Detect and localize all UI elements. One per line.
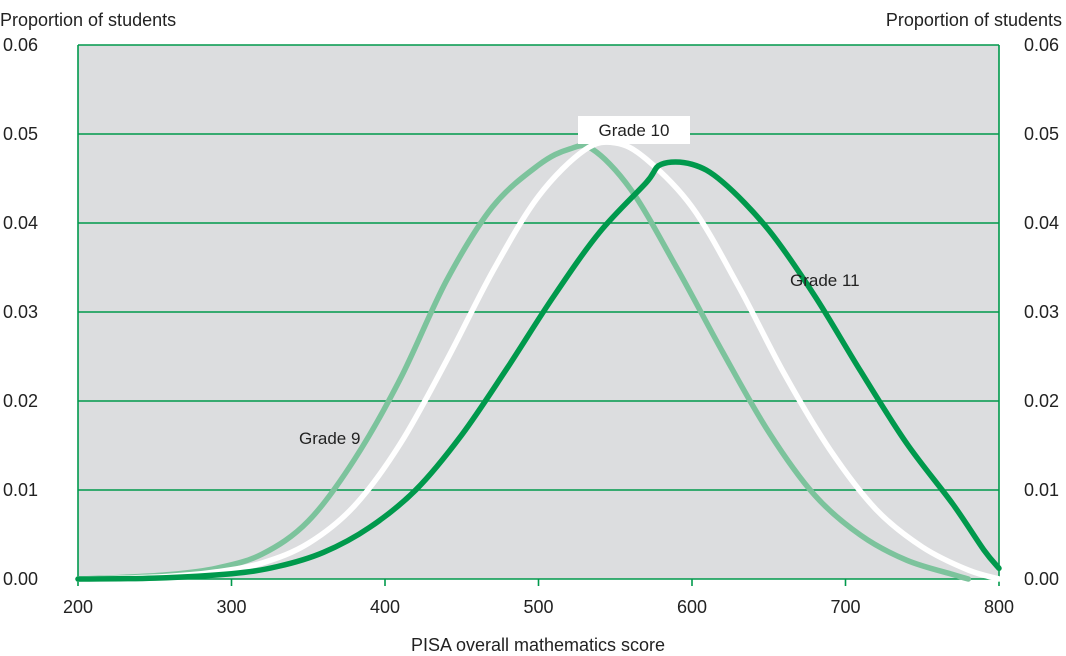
series-lines [75, 139, 1002, 582]
x-tick-label: 300 [216, 597, 246, 617]
y-tick-label-left: 0.02 [3, 391, 38, 411]
left-axis-title: Proportion of students [0, 10, 176, 30]
gridlines [78, 44, 999, 491]
y-tick-label-left: 0.03 [3, 302, 38, 322]
y-tick-label-right: 0.04 [1024, 213, 1059, 233]
labels: 0.00 0.00 0.01 0.01 0.02 0.02 0.03 0.03 0.04 0.04… [3, 35, 1059, 617]
y-tick-label-left: 0.05 [3, 124, 38, 144]
x-axis-title: PISA overall mathematics score [411, 635, 665, 655]
series-label-grade-11: Grade 11 [790, 271, 860, 290]
y-tick-label-right: 0.03 [1024, 302, 1059, 322]
series-label-background [578, 116, 690, 144]
x-tick-label: 200 [63, 597, 93, 617]
x-tick-label: 400 [370, 597, 400, 617]
series-line-grade-11 [75, 159, 1002, 582]
right-axis-title: Proportion of students [886, 10, 1062, 30]
y-tick-label-left: 0.06 [3, 35, 38, 55]
y-tick-label-right: 0.05 [1024, 124, 1059, 144]
x-tick-label: 700 [830, 597, 860, 617]
x-tick-label: 800 [984, 597, 1014, 617]
y-tick-label-right: 0.06 [1024, 35, 1059, 55]
y-tick-label-right: 0.01 [1024, 480, 1059, 500]
series-label-grade-10: Grade 10 [599, 121, 670, 140]
y-tick-label-left: 0.01 [3, 480, 38, 500]
series-line-grade-10 [75, 139, 1002, 582]
y-tick-label-right: 0.00 [1024, 569, 1059, 589]
x-tick-label: 500 [523, 597, 553, 617]
axes [77, 45, 1000, 586]
y-tick-label-right: 0.02 [1024, 391, 1059, 411]
series-label-grade-9: Grade 9 [299, 429, 360, 448]
y-tick-label-left: 0.04 [3, 213, 38, 233]
series-line-grade-9 [75, 142, 972, 582]
y-tick-label-left: 0.00 [3, 569, 38, 589]
x-tick-label: 600 [677, 597, 707, 617]
